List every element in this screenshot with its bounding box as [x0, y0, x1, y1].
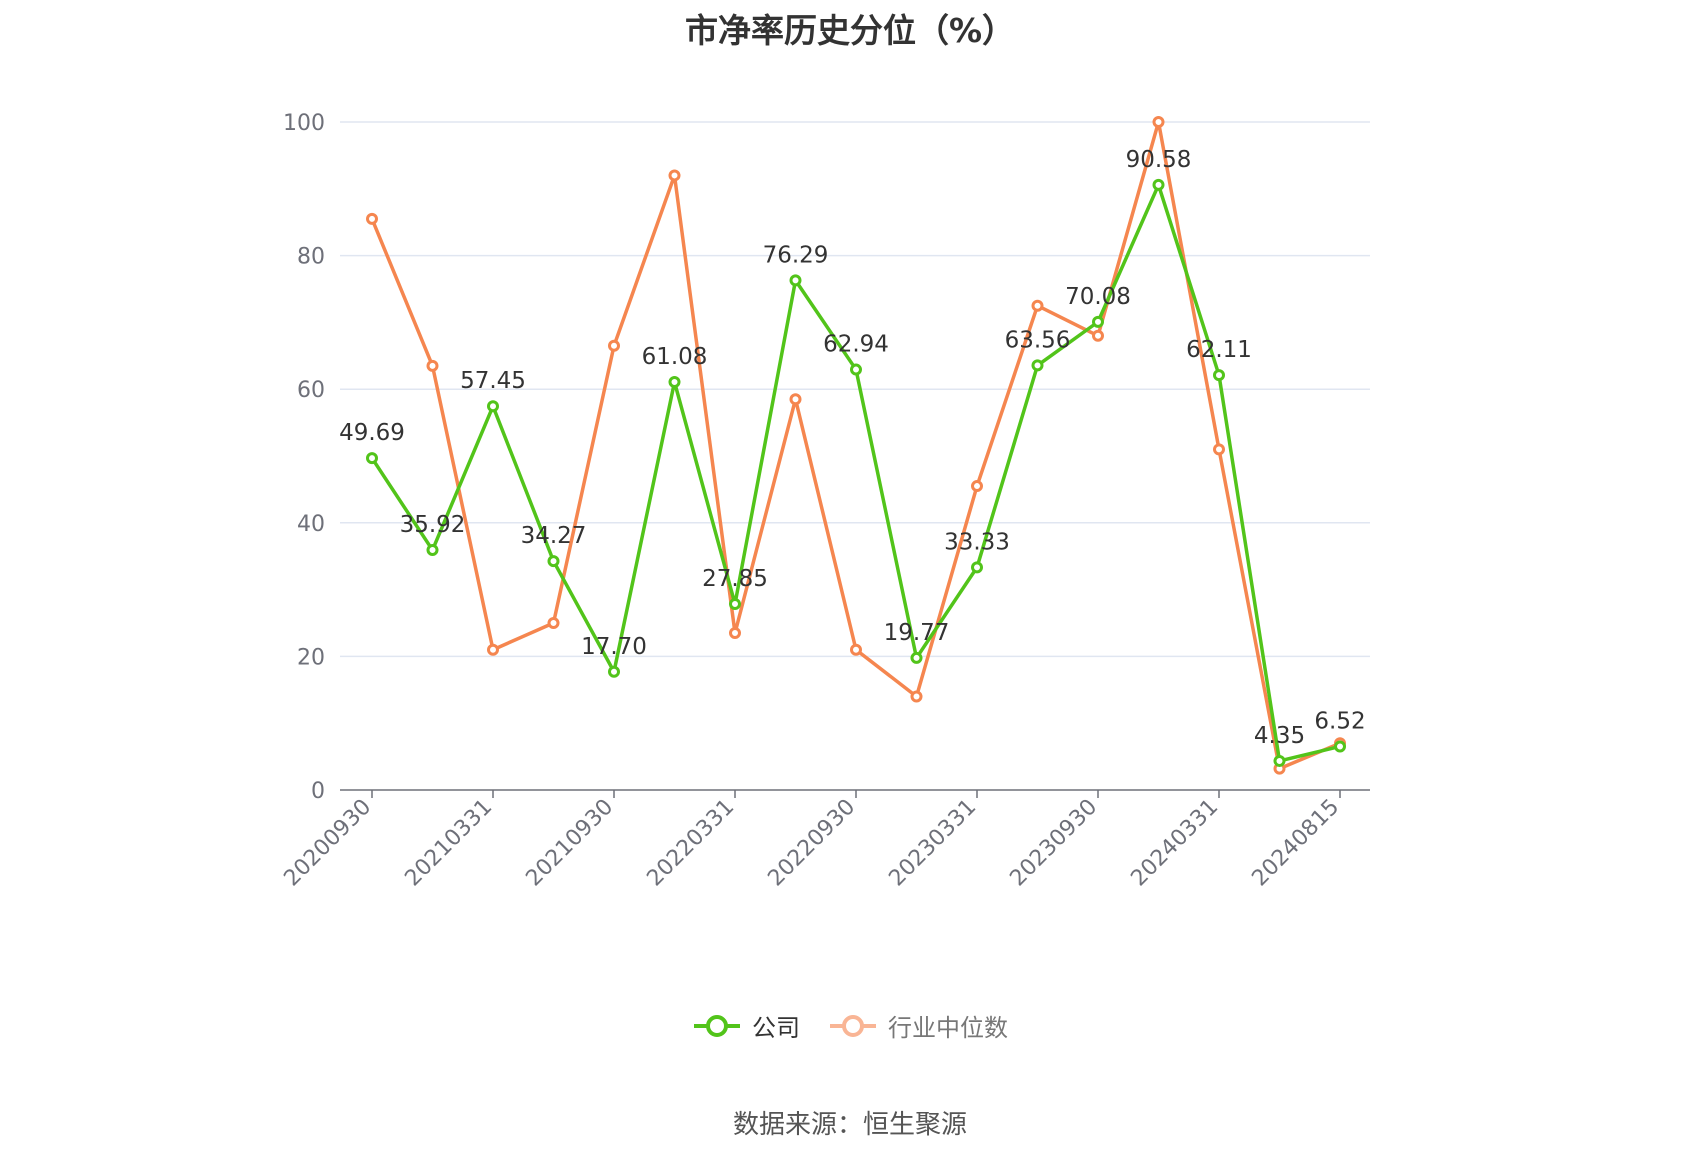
industry-data-point [850, 643, 862, 656]
industry-data-point [1152, 116, 1165, 128]
company-data-label: 17.70 [581, 634, 647, 660]
company-data-label: 4.35 [1254, 723, 1305, 749]
x-tick-label: 20240331 [1126, 795, 1223, 892]
legend-label-company: 公司 [752, 1014, 800, 1042]
company-data-point [729, 597, 741, 610]
company-data-label: 62.11 [1186, 337, 1252, 363]
industry-data-point [1092, 329, 1104, 342]
x-tick-label: 20220930 [763, 795, 860, 892]
company-data-point [910, 651, 923, 664]
legend-industry-icon [830, 1014, 876, 1037]
y-tick-label: 20 [297, 645, 325, 670]
company-data-point [850, 363, 862, 376]
industry-data-point [729, 627, 741, 640]
legend-label-industry: 行业中位数 [888, 1014, 1008, 1042]
legend-item-company[interactable]: 公司 [692, 1008, 800, 1043]
x-tick-label: 20210331 [400, 795, 497, 892]
industry-series-line [370, 120, 1341, 771]
x-tick-label: 20230930 [1005, 795, 1102, 892]
company-data-point [1273, 754, 1286, 767]
x-tick-label: 20240815 [1247, 795, 1344, 892]
company-data-point [608, 665, 620, 678]
industry-data-point [1031, 299, 1044, 312]
company-data-label: 34.27 [521, 523, 587, 549]
company-data-point [1334, 740, 1346, 753]
company-data-label: 6.52 [1314, 708, 1365, 734]
data-labels: 49.69 35.92 57.45 34.27 17.70 61.08 27.85 76.29… [339, 147, 1366, 749]
industry-data-point [1213, 443, 1225, 456]
company-data-point [971, 561, 983, 574]
company-data-point [1031, 359, 1044, 372]
y-tick-label: 60 [297, 378, 325, 403]
series-lines [366, 116, 1346, 775]
industry-data-point [971, 480, 983, 493]
x-tick-label: 20220331 [642, 795, 739, 892]
company-series-line [370, 183, 1341, 763]
legend-item-industry[interactable]: 行业中位数 [828, 1008, 1008, 1043]
company-data-label: 27.85 [702, 566, 768, 592]
company-data-point [1092, 315, 1104, 328]
x-tick-label: 20200930 [279, 795, 376, 892]
y-tick-label: 100 [283, 111, 325, 136]
company-data-label: 35.92 [400, 512, 466, 538]
industry-data-point [547, 617, 560, 629]
company-data-label: 70.08 [1065, 284, 1131, 310]
legend: 公司 行业中位数 [0, 1008, 1700, 1043]
industry-data-point [668, 169, 681, 182]
industry-data-point [608, 339, 620, 352]
company-data-point [366, 452, 378, 465]
company-data-label: 33.33 [944, 529, 1010, 555]
legend-company-icon [694, 1014, 740, 1037]
company-data-point [668, 375, 681, 388]
company-data-label: 61.08 [642, 344, 708, 370]
company-data-label: 76.29 [763, 242, 829, 268]
company-data-label: 63.56 [1005, 327, 1071, 353]
company-data-label: 19.77 [884, 620, 950, 646]
company-data-point [1152, 178, 1165, 191]
company-data-point [487, 400, 499, 413]
x-tick-label: 20210930 [521, 795, 618, 892]
y-tick-label: 40 [297, 512, 325, 537]
company-data-label: 49.69 [339, 420, 405, 446]
industry-data-point [487, 643, 499, 656]
industry-data-point [910, 690, 923, 703]
company-data-label: 57.45 [460, 368, 526, 394]
grid-lines [340, 121, 1370, 658]
industry-data-point [426, 359, 439, 372]
chart-title: 市净率历史分位（%） [684, 11, 1016, 50]
company-data-point [789, 274, 802, 287]
x-tick-label: 20230331 [884, 795, 981, 892]
company-data-label: 62.94 [823, 332, 889, 358]
company-data-point [547, 555, 560, 568]
company-data-point [1213, 369, 1225, 382]
y-tick-label: 0 [311, 779, 325, 804]
industry-data-point [366, 212, 378, 225]
company-data-label: 90.58 [1126, 147, 1192, 173]
data-source-note: 数据来源：恒生聚源 [732, 1110, 967, 1140]
industry-data-point [789, 393, 802, 406]
y-tick-label: 80 [297, 245, 325, 270]
company-data-point [426, 544, 439, 557]
